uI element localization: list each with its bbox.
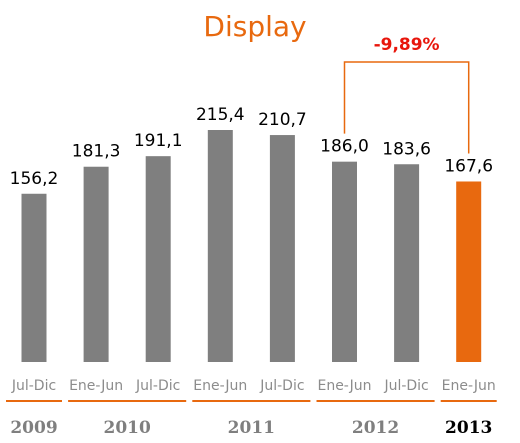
year-label-2011: 2011 xyxy=(228,418,275,438)
bar-5 xyxy=(332,161,357,362)
value-label-3: 215,4 xyxy=(196,105,245,125)
bar-4 xyxy=(269,135,295,362)
change-label: -9,89% xyxy=(374,35,440,55)
value-label-2: 191,1 xyxy=(134,131,183,151)
period-label-5: Ene-Jun xyxy=(317,378,371,394)
bar-2 xyxy=(145,156,171,362)
year-label-2012: 2012 xyxy=(352,418,399,438)
value-label-6: 183,6 xyxy=(382,139,431,159)
period-label-4: Jul-Dic xyxy=(259,378,304,394)
bar-0 xyxy=(21,193,47,362)
change-bracket-line xyxy=(343,61,470,154)
value-label-1: 181,3 xyxy=(72,142,121,162)
period-label-0: Jul-Dic xyxy=(11,378,56,394)
bars-group xyxy=(21,130,482,362)
value-label-4: 210,7 xyxy=(258,110,307,130)
bar-7 xyxy=(456,181,482,362)
bar-1 xyxy=(83,166,109,362)
year-groups-group: 2009 2010 2011 2012 2013 xyxy=(6,400,497,438)
period-label-7: Ene-Jun xyxy=(442,378,496,394)
period-label-6: Jul-Dic xyxy=(383,378,428,394)
value-labels-group: 156,2 181,3 191,1 215,4 210,7 186,0 183,6 167,6 xyxy=(10,105,493,189)
bar-6 xyxy=(394,164,420,362)
year-label-2013: 2013 xyxy=(445,418,492,438)
change-bracket: -9,89% xyxy=(343,35,470,154)
value-label-7: 167,6 xyxy=(444,156,493,176)
bar-3 xyxy=(207,130,233,362)
value-label-0: 156,2 xyxy=(10,169,59,189)
period-label-2: Jul-Dic xyxy=(135,378,180,394)
period-label-1: Ene-Jun xyxy=(69,378,123,394)
year-label-2009: 2009 xyxy=(10,418,57,438)
chart-title: Display xyxy=(203,10,306,43)
period-labels-group: Jul-Dic Ene-Jun Jul-Dic Ene-Jun Jul-Dic Ene-J… xyxy=(11,378,496,394)
period-label-3: Ene-Jun xyxy=(193,378,247,394)
year-label-2010: 2010 xyxy=(103,418,150,438)
value-label-5: 186,0 xyxy=(320,137,369,157)
